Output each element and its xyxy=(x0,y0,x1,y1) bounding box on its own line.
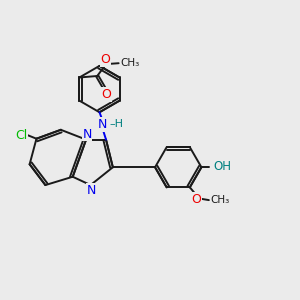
Text: N: N xyxy=(87,184,96,197)
Text: OH: OH xyxy=(214,160,232,173)
Text: Cl: Cl xyxy=(15,129,27,142)
Text: O: O xyxy=(101,88,111,101)
Text: CH₃: CH₃ xyxy=(211,195,230,205)
Text: O: O xyxy=(100,53,110,66)
Text: O: O xyxy=(191,193,201,206)
Text: N: N xyxy=(98,118,107,131)
Text: –H: –H xyxy=(109,119,123,129)
Text: CH₃: CH₃ xyxy=(120,58,140,68)
Text: N: N xyxy=(82,128,92,141)
